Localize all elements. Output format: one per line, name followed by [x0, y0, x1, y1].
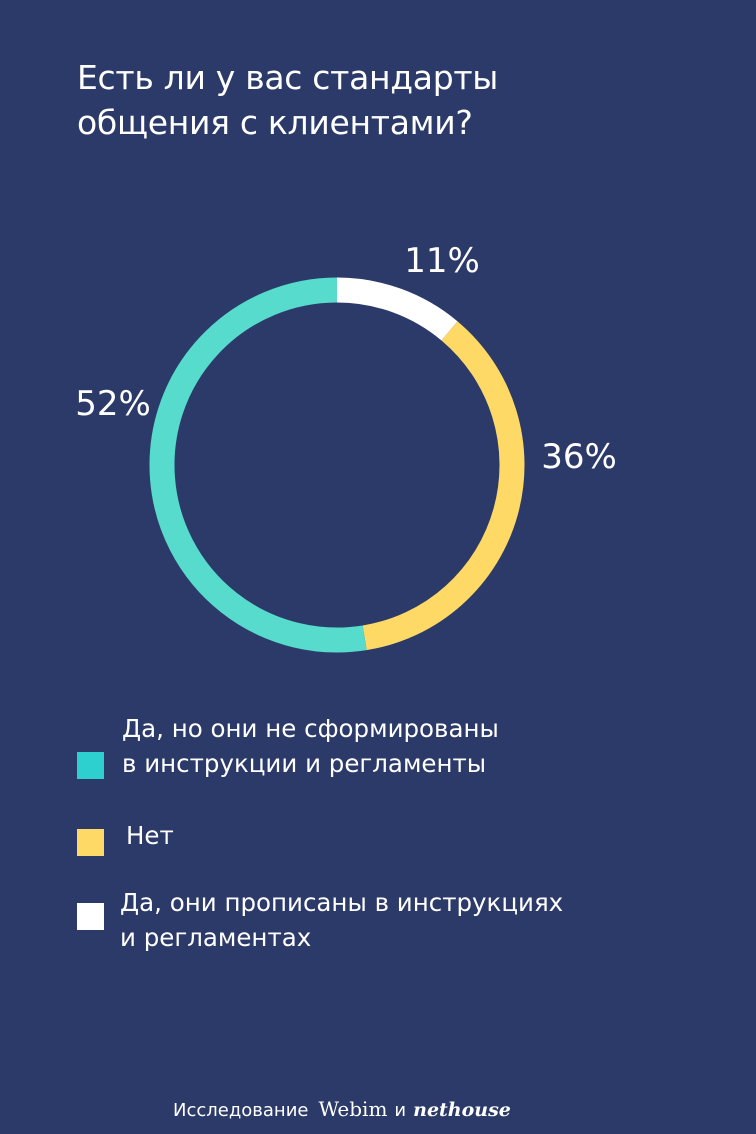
legend-swatch-yellow [77, 829, 104, 856]
title-line-1: Есть ли у вас стандарты [77, 58, 499, 97]
donut-chart: 11% 36% 52% [75, 241, 617, 653]
legend-label: Да, но они не сформированы в инструкции … [122, 711, 499, 781]
slice-percent-label: 52% [75, 384, 151, 424]
page-title: Есть ли у вас стандарты общения с клиент… [77, 55, 677, 145]
legend-swatch-white [77, 903, 104, 930]
legend-label-line: и регламентах [120, 923, 312, 952]
legend-label-line: Да, но они не сформированы [122, 714, 499, 743]
legend-swatch-teal [77, 752, 104, 779]
legend-label: Да, они прописаны в инструкциях и реглам… [120, 885, 563, 955]
footer-text: Исследование [173, 1100, 309, 1121]
slice-percent-label: 36% [541, 437, 617, 477]
footer-credits: Исследование Webim и nethouse [173, 1093, 511, 1125]
legend-label: Нет [126, 818, 174, 853]
legend-label-line: Нет [126, 821, 174, 850]
footer-conjunction: и [394, 1100, 407, 1121]
donut-slice [149, 277, 367, 653]
nethouse-logo: nethouse [413, 1099, 511, 1121]
title-line-2: общения с клиентами? [77, 103, 473, 142]
legend-label-line: Да, они прописаны в инструкциях [120, 888, 564, 917]
donut-slice [362, 321, 525, 651]
legend-label-line: в инструкции и регламенты [122, 749, 487, 778]
webim-logo: Webim [318, 1097, 388, 1121]
slice-percent-label: 11% [404, 241, 480, 281]
donut-slice [336, 277, 458, 341]
